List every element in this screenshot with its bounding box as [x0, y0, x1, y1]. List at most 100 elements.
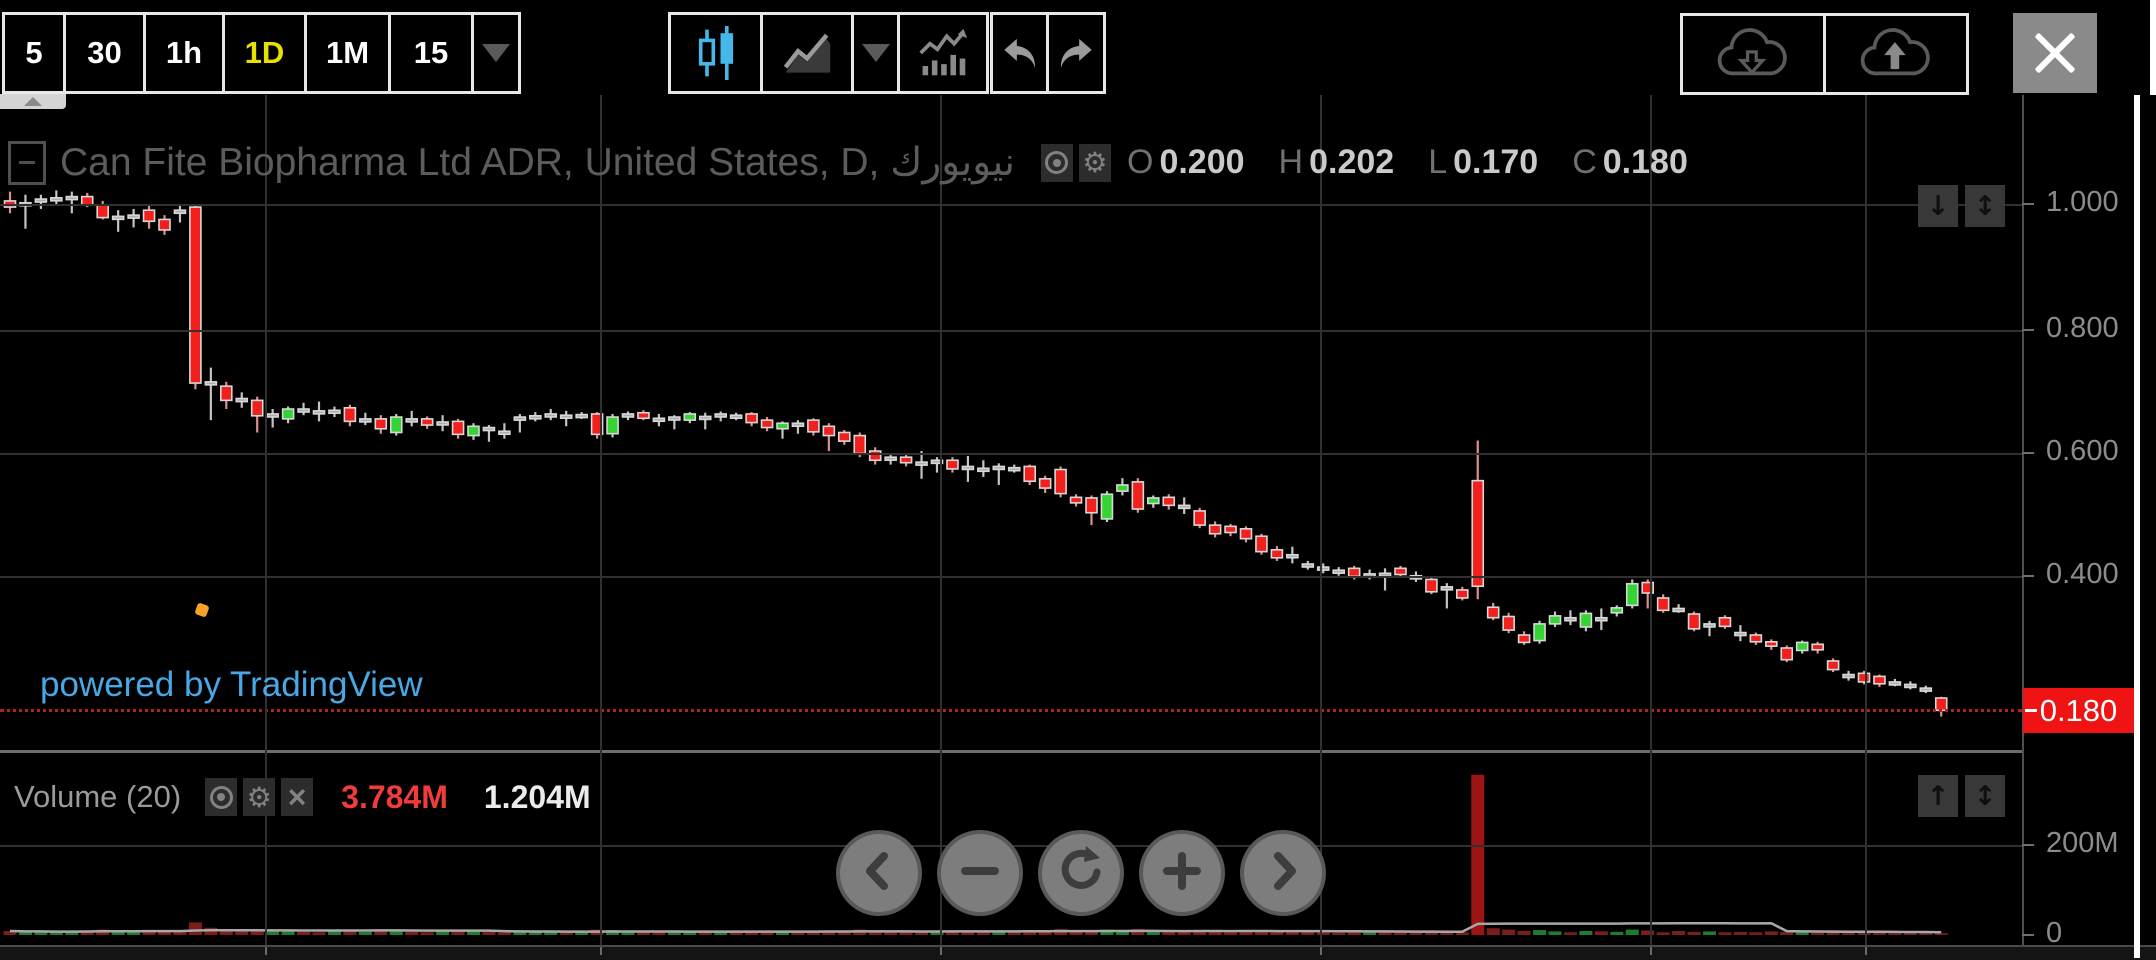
time-axis-tick — [1650, 947, 1652, 955]
timeframe-5-button[interactable]: 5 — [2, 12, 66, 94]
close-button[interactable] — [2013, 13, 2097, 93]
arrow-down-icon: ↓ — [1926, 190, 1950, 222]
area-style-button[interactable] — [760, 12, 854, 94]
cloud-download-icon — [1713, 26, 1793, 82]
timeframe-15-button[interactable]: 15 — [388, 12, 474, 94]
gridline-vertical — [1865, 95, 1867, 945]
chart-style-group — [668, 12, 900, 94]
move-pane-down-button[interactable]: ↓ — [1918, 185, 1958, 227]
zoom-out-button[interactable] — [937, 830, 1023, 916]
axis-tick-label: 1.000 — [2046, 186, 2119, 218]
volume-visibility-button[interactable] — [205, 778, 238, 816]
maximize-pane-button[interactable]: ↕ — [1965, 775, 2005, 817]
gear-icon: ⚙ — [1082, 146, 1108, 179]
ohlc-value: 0.200 — [1159, 143, 1245, 181]
timeframe-1h-button[interactable]: 1h — [143, 12, 225, 94]
indicators-button[interactable] — [897, 12, 989, 94]
toolbar-drawer-handle[interactable] — [0, 94, 66, 109]
time-axis-tick — [265, 947, 267, 955]
gridline-horizontal — [0, 576, 2022, 578]
style-dropdown-button[interactable] — [851, 12, 900, 94]
symbol-legend: Can Fite Biopharma Ltd ADR, United State… — [8, 140, 1688, 185]
arrow-up-down-icon: ↕ — [1973, 190, 1997, 222]
indicators-icon — [915, 27, 971, 79]
scroll-left-button[interactable] — [836, 830, 922, 916]
volume-label: Volume (20) — [14, 779, 182, 814]
reset-chart-button[interactable] — [1038, 830, 1124, 916]
area-chart-icon — [778, 28, 836, 78]
timeframe-1M-button[interactable]: 1M — [304, 12, 391, 94]
powered-by-link[interactable]: powered by TradingView — [40, 665, 423, 704]
axis-tick-mark — [2022, 934, 2034, 936]
price-axis[interactable]: 0.180 1.000 0.800 0.600 0.400 200M 0 — [2022, 95, 2135, 949]
volume-pane[interactable]: Volume (20) ⚙ × 3.784M 1.204M ↑ ↕ — [0, 753, 2022, 945]
candlestick-style-button[interactable] — [668, 12, 763, 94]
plus-icon — [1147, 836, 1217, 911]
chevron-up-icon — [24, 97, 42, 106]
last-price-label: 0.180 — [2023, 688, 2134, 733]
gridline-vertical — [265, 95, 267, 945]
chevron-down-icon — [482, 44, 510, 62]
gridline-vertical — [600, 95, 602, 945]
ohlc-key: L — [1428, 143, 1448, 181]
chevron-down-icon — [861, 44, 890, 62]
gridline-horizontal — [0, 453, 2022, 455]
eye-icon — [1045, 151, 1069, 174]
time-axis-tick — [1320, 947, 1322, 955]
price-tick — [2025, 709, 2037, 712]
ohlc-key: O — [1126, 143, 1154, 181]
candlestick-icon — [689, 23, 743, 83]
cloud-upload-button[interactable] — [1823, 13, 1969, 95]
gear-icon: ⚙ — [246, 780, 272, 814]
symbol-settings-button[interactable]: ⚙ — [1078, 143, 1111, 182]
timeframe-group: 5 30 1h 1D 1M 15 — [2, 12, 521, 94]
gridline-vertical — [1320, 95, 1322, 945]
zoom-in-button[interactable] — [1139, 830, 1225, 916]
cloud-download-button[interactable] — [1680, 13, 1826, 95]
move-pane-up-button[interactable]: ↑ — [1918, 775, 1958, 817]
axis-tick-mark — [2022, 203, 2034, 205]
axis-tick-label: 0.600 — [2046, 435, 2119, 467]
gridline-vertical — [940, 95, 942, 945]
cloud-upload-icon — [1856, 26, 1936, 82]
history-group — [990, 12, 1106, 94]
timeframe-1D-button[interactable]: 1D — [222, 12, 307, 94]
chevron-right-icon — [1248, 836, 1318, 911]
scrollbar-track[interactable] — [2134, 95, 2140, 958]
timeframe-30-button[interactable]: 30 — [63, 12, 146, 94]
symbol-visibility-button[interactable] — [1040, 143, 1073, 182]
volume-ma-value: 1.204M — [483, 778, 591, 815]
price-pane-controls: ↓ ↕ — [1918, 185, 2005, 227]
volume-value: 3.784M — [341, 778, 448, 815]
axis-tick-mark — [2022, 575, 2034, 577]
redo-button[interactable] — [1046, 12, 1106, 94]
eye-icon — [209, 785, 233, 809]
volume-remove-button[interactable]: × — [281, 778, 314, 816]
symbol-title: Can Fite Biopharma Ltd ADR, United State… — [60, 141, 1015, 184]
collapse-legend-icon[interactable] — [8, 140, 46, 185]
ohlc-key: H — [1278, 143, 1304, 181]
volume-settings-button[interactable]: ⚙ — [243, 778, 276, 816]
gridline-horizontal — [0, 204, 2022, 206]
pane-separator[interactable] — [0, 750, 2135, 753]
maximize-pane-button[interactable]: ↕ — [1965, 185, 2005, 227]
time-axis-tick — [1865, 947, 1867, 955]
ohlc-values: O 0.200 H 0.202 L 0.170 C 0.180 — [1127, 143, 1688, 182]
indicators-group — [897, 12, 989, 94]
undo-button[interactable] — [990, 12, 1049, 94]
volume-legend: Volume (20) ⚙ × 3.784M 1.204M — [14, 778, 591, 816]
price-pane[interactable]: Can Fite Biopharma Ltd ADR, United State… — [0, 95, 2022, 751]
scroll-right-button[interactable] — [1240, 830, 1326, 916]
ohlc-key: C — [1572, 143, 1597, 181]
undo-icon — [998, 31, 1042, 75]
axis-tick-label: 0.400 — [2046, 558, 2119, 590]
chart-nav-controls — [836, 830, 1326, 916]
close-icon: × — [287, 778, 307, 815]
axis-line — [2022, 95, 2024, 945]
arrow-up-icon: ↑ — [1926, 780, 1950, 812]
gridline-horizontal — [0, 330, 2022, 332]
last-price-line — [0, 709, 2022, 712]
timeframe-dropdown-button[interactable] — [471, 12, 521, 94]
time-axis[interactable] — [0, 945, 2156, 960]
